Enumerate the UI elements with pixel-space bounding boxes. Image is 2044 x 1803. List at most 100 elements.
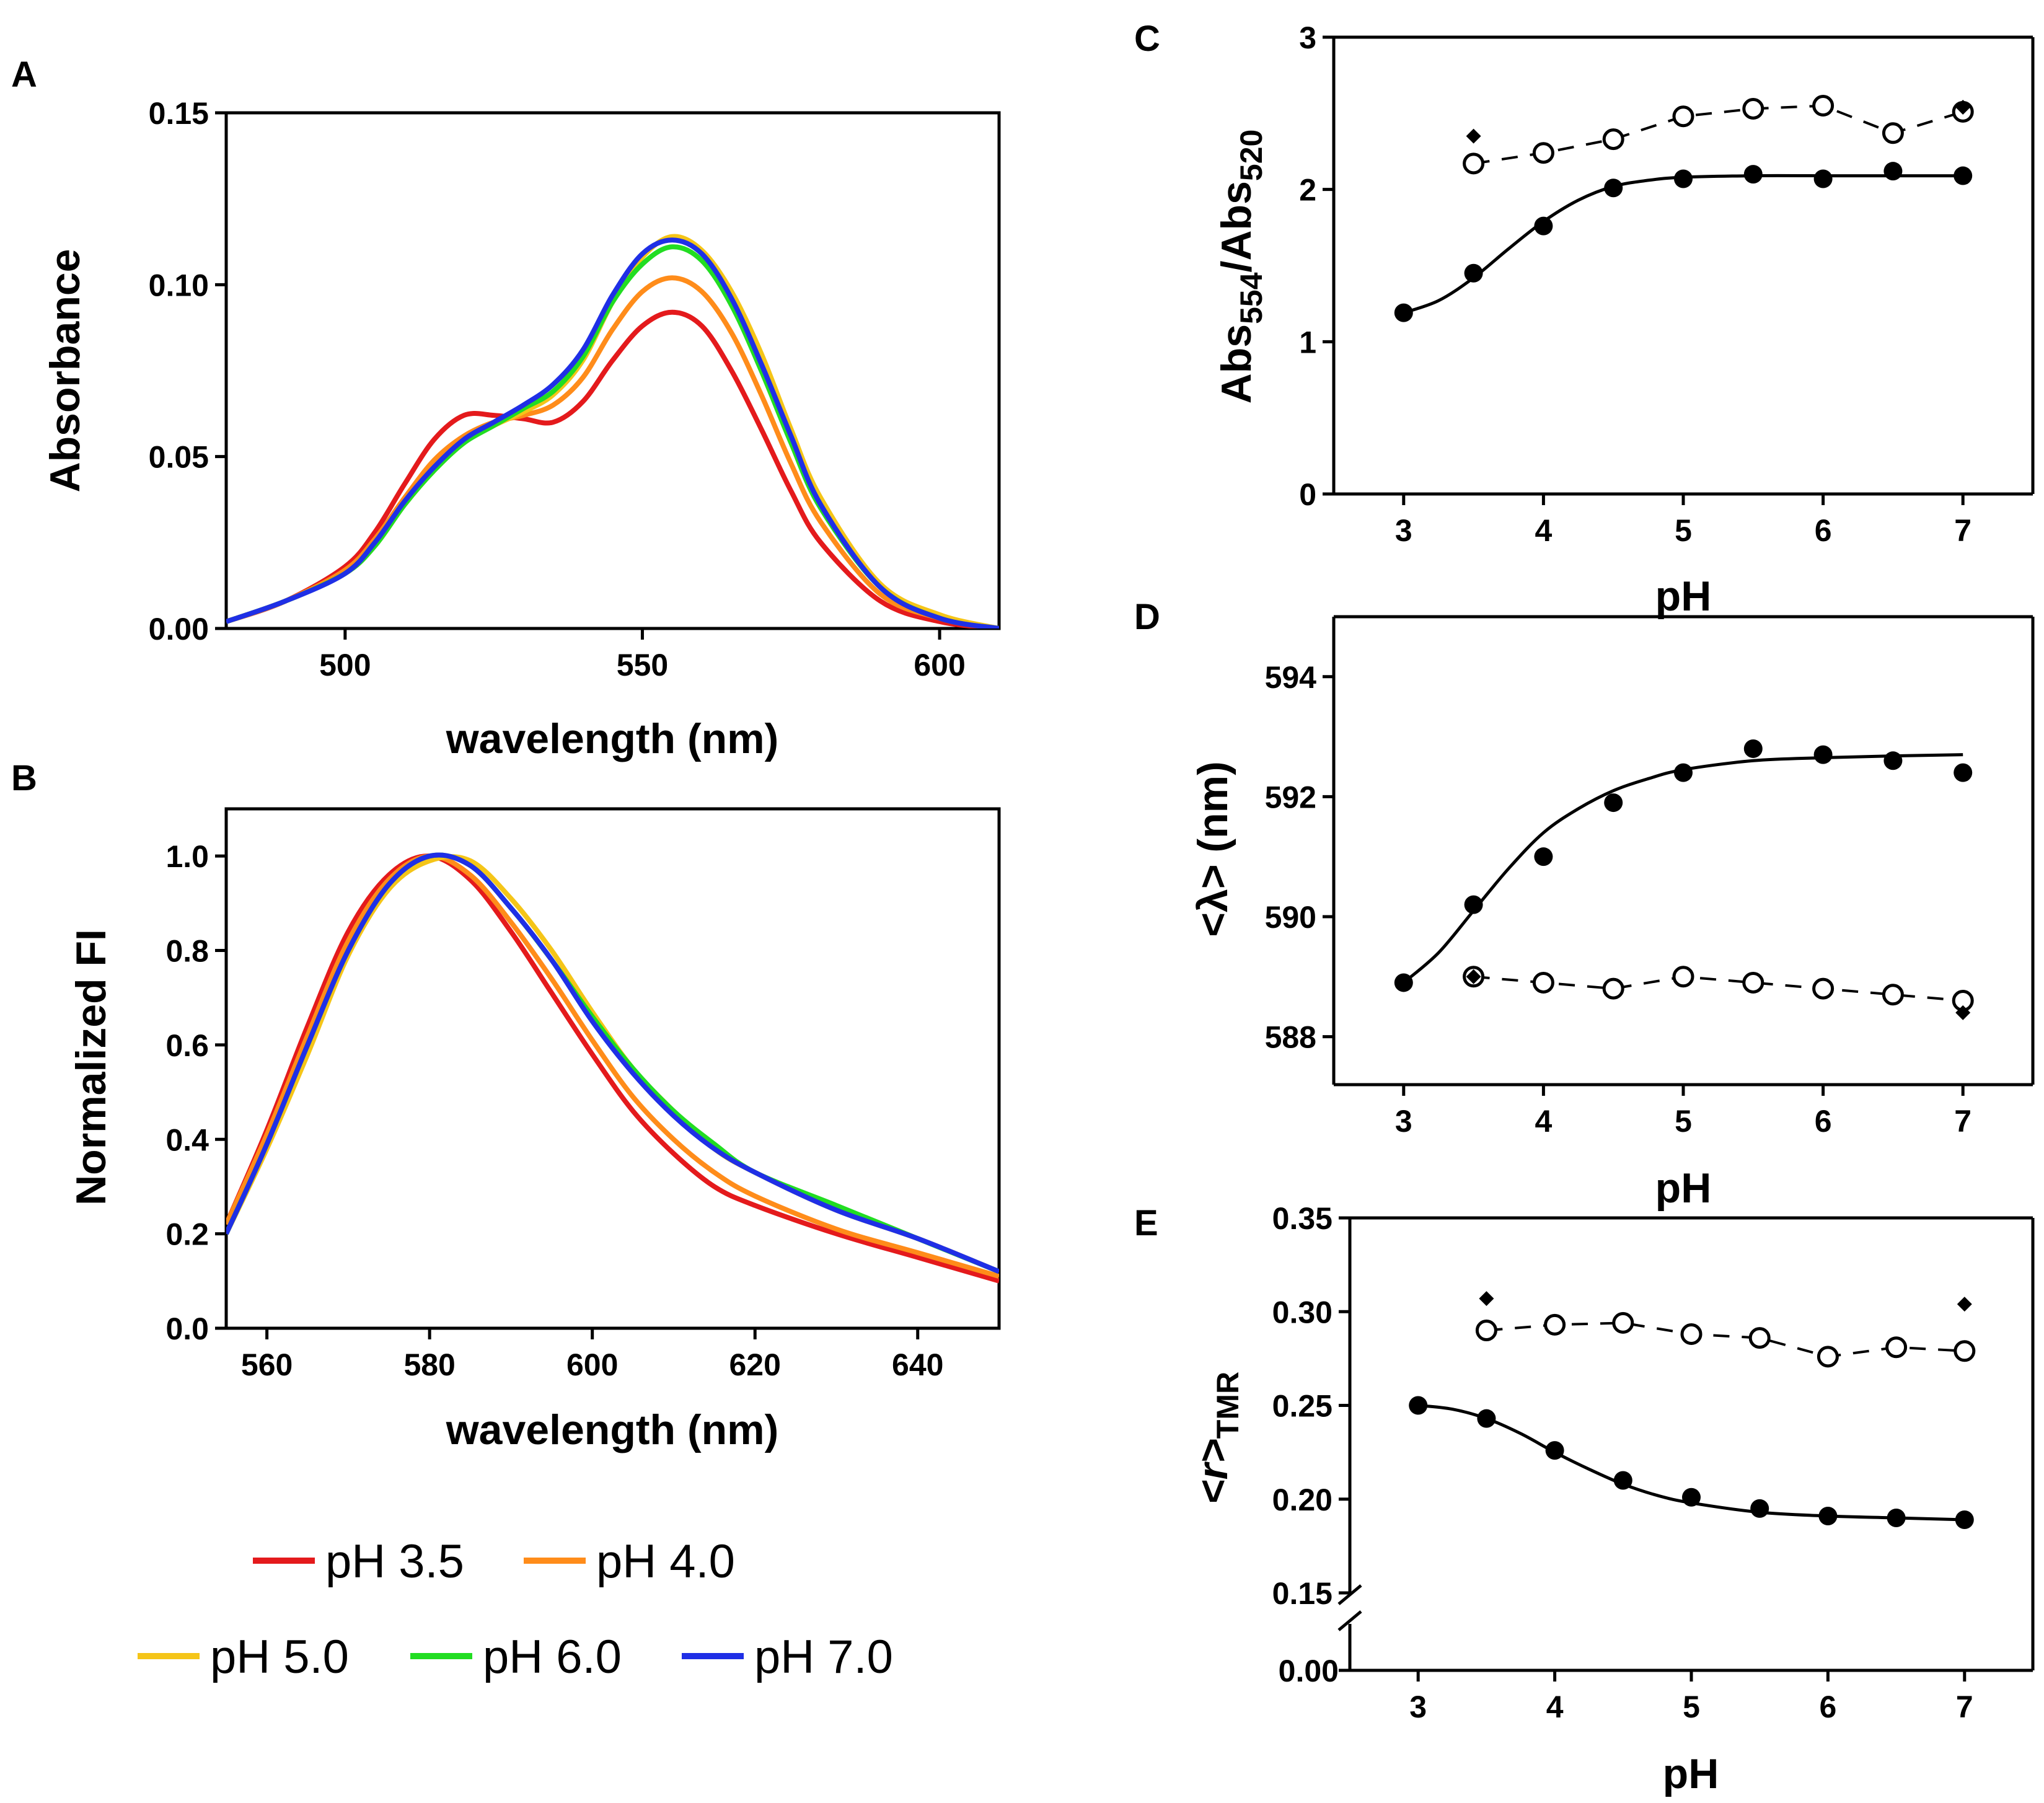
y-tick-label-b: 0.4 — [165, 1122, 209, 1157]
axis-break-mark-upper — [1337, 1584, 1362, 1605]
x-tick-label-b: 640 — [892, 1347, 943, 1382]
plot-frame-b — [224, 807, 1001, 1330]
x-tick-label-e: 5 — [1683, 1690, 1700, 1724]
open-point-e — [1954, 1340, 1976, 1362]
x-tick-label-e: 3 — [1409, 1690, 1427, 1724]
filled-point-e — [1887, 1509, 1906, 1527]
y-tick-label-e: 0.25 — [1272, 1389, 1333, 1424]
x-axis-label-d: pH — [1655, 1165, 1712, 1212]
series-line-b-40 — [226, 853, 999, 1279]
x-tick-label-e: 7 — [1956, 1690, 1973, 1724]
y-tick-label-a: 0.15 — [149, 96, 209, 131]
y-label-e-main: <r> — [1189, 1439, 1236, 1504]
y-tick-label-a: 0.00 — [149, 612, 209, 646]
legend-item-ph50: pH 5.0 — [138, 1631, 349, 1683]
y-axis-label-c: Abs554/Abs520 — [1213, 130, 1269, 404]
open-point-c — [1672, 105, 1694, 128]
diamond-point-e — [1479, 1291, 1494, 1307]
open-point-c — [1602, 128, 1624, 151]
open-point-e — [1885, 1336, 1908, 1359]
open-point-e — [1544, 1313, 1566, 1336]
filled-point-e — [1409, 1396, 1428, 1415]
open-point-c — [1812, 95, 1835, 117]
x-axis-label-b: wavelength (nm) — [446, 1406, 779, 1453]
y-tick-label-a: 0.10 — [149, 268, 209, 302]
open-point-c — [1882, 122, 1904, 144]
series-line-b-35 — [226, 853, 999, 1284]
y-tick-label-d: 588 — [1265, 1020, 1316, 1055]
diamond-point-d — [1466, 969, 1481, 984]
x-tick-label-c: 3 — [1395, 513, 1412, 548]
x-tick-label-a: 550 — [617, 648, 668, 682]
filled-point-e — [1955, 1510, 1974, 1530]
y-axis-label-b: Normalized FI — [68, 929, 115, 1206]
legend: pH 3.5 pH 4.0 pH 5.0 pH 6.0 pH 7.0 — [138, 1535, 893, 1683]
axis-break-mark-lower — [1337, 1610, 1362, 1631]
diamond-point-c — [1466, 128, 1481, 144]
filled-point-c — [1604, 179, 1623, 198]
open-series-line-d — [1473, 975, 1963, 1002]
x-tick-label-e: 4 — [1546, 1690, 1564, 1724]
y-tick-label-d: 592 — [1265, 780, 1316, 814]
y-tick-label-a: 0.05 — [149, 440, 209, 475]
y-tick-label-e: 0.35 — [1272, 1201, 1333, 1236]
legend-label-ph40: pH 4.0 — [596, 1535, 735, 1588]
y-tick-label-d: 590 — [1265, 900, 1316, 935]
filled-point-d — [1534, 847, 1553, 866]
y-tick-label-b: 0.8 — [165, 934, 209, 969]
filled-point-c — [1534, 216, 1553, 236]
legend-label-ph60: pH 6.0 — [483, 1631, 622, 1683]
x-tick-label-c: 6 — [1815, 513, 1832, 548]
legend-item-ph60: pH 6.0 — [410, 1631, 622, 1683]
open-point-e — [1817, 1346, 1839, 1368]
y-label-c-mid: /Abs — [1213, 181, 1260, 272]
panel-letter-a: A — [11, 55, 37, 95]
filled-point-d — [1674, 763, 1693, 782]
legend-label-ph70: pH 7.0 — [754, 1631, 893, 1683]
panel-letter-c: C — [1134, 19, 1160, 59]
x-tick-label-c: 5 — [1675, 513, 1692, 548]
x-axis-label-c: pH — [1655, 573, 1712, 620]
y-label-c-sub1: 554 — [1234, 272, 1269, 324]
filled-point-d — [1743, 739, 1763, 758]
open-point-d — [1742, 971, 1764, 994]
y-label-c-sub2: 520 — [1234, 130, 1269, 181]
x-tick-label-b: 560 — [241, 1347, 293, 1382]
filled-point-e — [1682, 1488, 1701, 1507]
open-point-c — [1742, 97, 1764, 120]
filled-point-c — [1674, 169, 1693, 188]
y-tick-label-b: 0.0 — [165, 1311, 209, 1346]
filled-point-c — [1954, 166, 1973, 185]
x-tick-label-d: 6 — [1815, 1104, 1832, 1139]
legend-item-ph40: pH 4.0 — [524, 1535, 735, 1588]
filled-point-d — [1954, 763, 1973, 782]
plot-frame-a — [224, 111, 1001, 630]
x-axis-label-e: pH — [1663, 1750, 1719, 1797]
filled-point-d — [1394, 973, 1413, 992]
open-point-e — [1612, 1311, 1634, 1334]
open-point-e — [1748, 1327, 1771, 1349]
legend-label-ph50: pH 5.0 — [210, 1631, 349, 1683]
legend-item-ph70: pH 7.0 — [682, 1631, 893, 1683]
series-line-b-70 — [226, 852, 999, 1274]
x-tick-label-d: 7 — [1954, 1104, 1971, 1139]
filled-point-d — [1604, 793, 1623, 813]
x-tick-label-b: 580 — [403, 1347, 455, 1382]
diamond-point-d — [1955, 1005, 1971, 1020]
filled-point-c — [1883, 162, 1903, 181]
open-point-d — [1812, 977, 1835, 1000]
y-tick-label-d: 594 — [1265, 660, 1317, 695]
panel-b: B 560 580 600 620 640 0.0 0.2 0.4 0.6 0.8 1.0 wave… — [11, 758, 1001, 1453]
filled-point-d — [1813, 745, 1833, 764]
open-series-line-e — [1486, 1321, 1965, 1358]
y-tick-label-e: 0.20 — [1272, 1483, 1333, 1517]
y-tick-label-b: 0.2 — [165, 1217, 209, 1252]
panel-c: C 3 4 5 6 7 0 1 2 3 pH Abs554/Abs520 — [1134, 19, 2035, 620]
filled-point-c — [1464, 263, 1483, 283]
x-tick-label-d: 5 — [1675, 1104, 1692, 1139]
filled-point-e — [1750, 1499, 1769, 1518]
legend-item-ph35: pH 3.5 — [253, 1535, 464, 1588]
legend-label-ph35: pH 3.5 — [325, 1535, 464, 1588]
panel-letter-e: E — [1134, 1203, 1158, 1243]
open-point-d — [1882, 984, 1904, 1006]
